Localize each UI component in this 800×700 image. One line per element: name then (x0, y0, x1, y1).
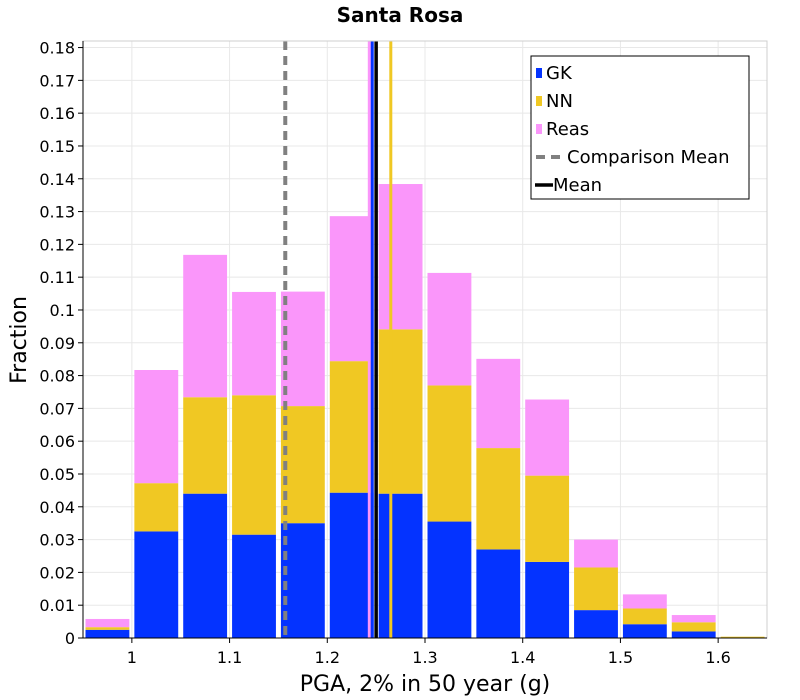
legend-swatch-gk (536, 68, 542, 78)
bar-nn-4 (280, 406, 325, 524)
bar-reas-3 (232, 291, 276, 396)
x-tick-label: 1.3 (412, 648, 437, 667)
bar-reas-6 (378, 184, 423, 330)
legend-label-reas: Reas (546, 119, 589, 140)
y-tick-label: 0.15 (39, 137, 75, 156)
bar-nn-13 (720, 636, 765, 638)
y-axis-title: Fraction (7, 296, 32, 384)
bar-gk-10 (574, 610, 618, 638)
bar-nn-1 (134, 483, 179, 532)
bar-nn-0 (85, 627, 130, 630)
y-tick-label: 0.13 (39, 203, 75, 222)
bar-nn-8 (476, 448, 521, 550)
y-tick-label: 0.02 (39, 563, 75, 582)
y-tick-label: 0.03 (39, 531, 75, 550)
legend-swatch-nn (536, 96, 542, 106)
bar-reas-0 (85, 618, 130, 628)
x-tick-label: 1.1 (217, 648, 242, 667)
bar-nn-6 (378, 329, 423, 494)
x-axis-title: PGA, 2% in 50 year (g) (300, 672, 551, 697)
y-tick-label: 0.08 (39, 367, 75, 386)
y-tick-label: 0.1 (50, 301, 75, 320)
bar-gk-8 (476, 549, 521, 638)
bar-nn-12 (671, 622, 716, 632)
bar-reas-7 (427, 272, 472, 386)
y-tick-label: 0.11 (39, 268, 75, 287)
y-tick-label: 0 (65, 629, 75, 648)
x-tick-label: 1.4 (510, 648, 535, 667)
y-tick-label: 0.14 (39, 170, 75, 189)
bar-gk-12 (671, 631, 716, 638)
bar-reas-4 (280, 291, 325, 407)
bar-nn-9 (525, 475, 570, 562)
chart-title: Santa Rosa (337, 3, 464, 27)
bar-gk-1 (134, 531, 179, 638)
legend-label-gk: GK (546, 63, 573, 84)
y-tick-label: 0.09 (39, 334, 75, 353)
bar-nn-3 (232, 395, 276, 535)
bar-nn-7 (427, 385, 472, 522)
legend-label-nn: NN (546, 91, 573, 112)
bar-reas-10 (574, 539, 618, 568)
bar-reas-2 (183, 254, 228, 398)
bar-gk-6 (378, 493, 423, 638)
legend: GK NN Reas Comparison Mean Mean (530, 55, 750, 200)
bar-gk-4 (280, 523, 325, 638)
axes: 0 0.01 0.02 0.03 0.04 0.05 0.06 0.07 0.08 0.09 0.1… (39, 39, 768, 667)
x-tick-label: 1.2 (315, 648, 340, 667)
bar-nn-11 (622, 608, 667, 625)
bar-gk-7 (427, 521, 472, 638)
bar-gk-0 (85, 629, 130, 638)
x-tick-label: 1.5 (608, 648, 633, 667)
bar-gk-2 (183, 493, 228, 638)
bar-reas-11 (622, 594, 667, 609)
legend-label-comparison-mean: Comparison Mean (567, 147, 730, 168)
bar-reas-5 (329, 216, 374, 362)
y-tick-label: 0.17 (39, 71, 75, 90)
y-tick-label: 0.01 (39, 596, 75, 615)
bar-reas-8 (476, 358, 521, 449)
bar-nn-5 (329, 361, 374, 493)
bar-gk-9 (525, 561, 570, 638)
bar-nn-2 (183, 397, 228, 494)
y-tick-label: 0.18 (39, 39, 75, 58)
legend-label-mean: Mean (553, 175, 602, 196)
legend-box (530, 55, 750, 200)
bar-reas-1 (134, 370, 179, 484)
y-tick-label: 0.16 (39, 104, 75, 123)
y-tick-label: 0.05 (39, 465, 75, 484)
y-tick-label: 0.04 (39, 498, 75, 517)
y-tick-label: 0.06 (39, 432, 75, 451)
bar-gk-5 (329, 492, 374, 638)
bar-reas-12 (671, 615, 716, 623)
x-tick-label: 1.6 (705, 648, 730, 667)
x-tick-label: 1 (127, 648, 137, 667)
legend-swatch-reas (536, 124, 542, 134)
bar-gk-11 (622, 624, 667, 638)
bar-gk-3 (232, 534, 276, 638)
y-tick-label: 0.12 (39, 235, 75, 254)
bar-reas-9 (525, 399, 570, 476)
y-tick-label: 0.07 (39, 399, 75, 418)
bar-nn-10 (574, 567, 618, 611)
